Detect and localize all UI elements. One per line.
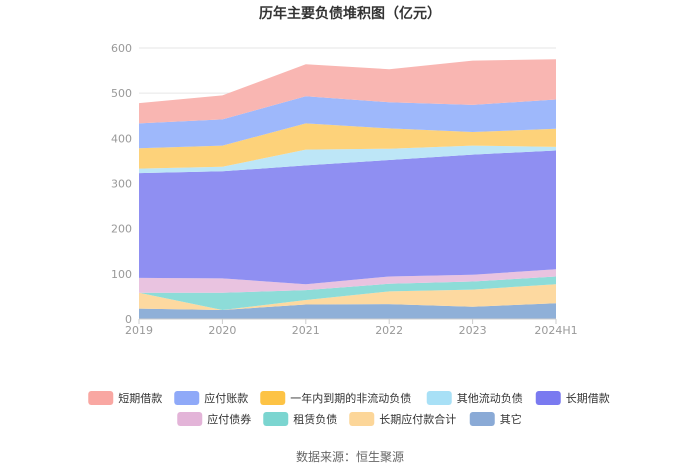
- legend-label: 应付债券: [207, 412, 251, 426]
- legend-swatch: [260, 391, 286, 405]
- legend-swatch: [535, 391, 561, 405]
- x-tick-label: 2022: [375, 324, 403, 337]
- area-7: [139, 96, 556, 149]
- legend-swatch: [426, 391, 452, 405]
- y-tick-label: 400: [111, 132, 132, 145]
- legend-swatch: [469, 412, 495, 426]
- legend-swatch: [177, 412, 203, 426]
- y-tick-label: 0: [125, 313, 132, 326]
- legend-label: 应付账款: [204, 391, 248, 405]
- area-8: [139, 59, 556, 124]
- legend-swatch: [88, 391, 114, 405]
- legend-label: 长期应付款合计: [379, 412, 456, 426]
- x-tick-label: 2019: [125, 324, 153, 337]
- x-tick-label: 2020: [208, 324, 236, 337]
- legend-label: 租赁负债: [293, 412, 337, 426]
- area-2: [139, 276, 556, 310]
- y-tick-label: 100: [111, 268, 132, 281]
- legend-item[interactable]: 其他流动负债: [426, 391, 523, 405]
- area-5: [139, 145, 556, 174]
- legend-label: 其它: [500, 412, 522, 426]
- data-source: 数据来源：恒生聚源: [296, 449, 404, 464]
- legend-label: 一年内到期的非流动负债: [290, 391, 411, 405]
- legend-label: 短期借款: [118, 391, 162, 405]
- x-tick-label: 2021: [292, 324, 320, 337]
- x-tick-label: 2024H1: [534, 324, 577, 337]
- y-tick-label: 300: [111, 178, 132, 191]
- y-tick-label: 500: [111, 87, 132, 100]
- y-tick-label: 200: [111, 223, 132, 236]
- legend-item[interactable]: 应付账款: [174, 391, 248, 405]
- y-tick-label: 600: [111, 42, 132, 55]
- legend-swatch: [174, 391, 200, 405]
- area-series: [139, 59, 556, 319]
- legend-label: 长期借款: [566, 391, 610, 405]
- legend-swatch: [349, 412, 375, 426]
- legend-item[interactable]: 短期借款: [88, 391, 162, 405]
- legend-item[interactable]: 租赁负债: [263, 412, 337, 426]
- legend-item[interactable]: 一年内到期的非流动负债: [260, 391, 411, 405]
- legend-item[interactable]: 长期应付款合计: [349, 412, 456, 426]
- legend-swatch: [263, 412, 289, 426]
- x-tick-label: 2023: [459, 324, 487, 337]
- legend-item[interactable]: 其它: [469, 412, 522, 426]
- chart-title: 历年主要负债堆积图（亿元）: [259, 5, 441, 22]
- axes: 0 100 200 300 400 500 600 2019 2020 2021 2022 2023 2…: [111, 42, 578, 337]
- area-6: [139, 123, 556, 169]
- area-1: [139, 284, 556, 310]
- legend-item[interactable]: 长期借款: [535, 391, 610, 405]
- area-4: [139, 150, 556, 285]
- area-3: [139, 269, 556, 293]
- area-0: [139, 303, 556, 319]
- legend-item[interactable]: 应付债券: [177, 412, 251, 426]
- legend-label: 其他流动负债: [457, 391, 523, 405]
